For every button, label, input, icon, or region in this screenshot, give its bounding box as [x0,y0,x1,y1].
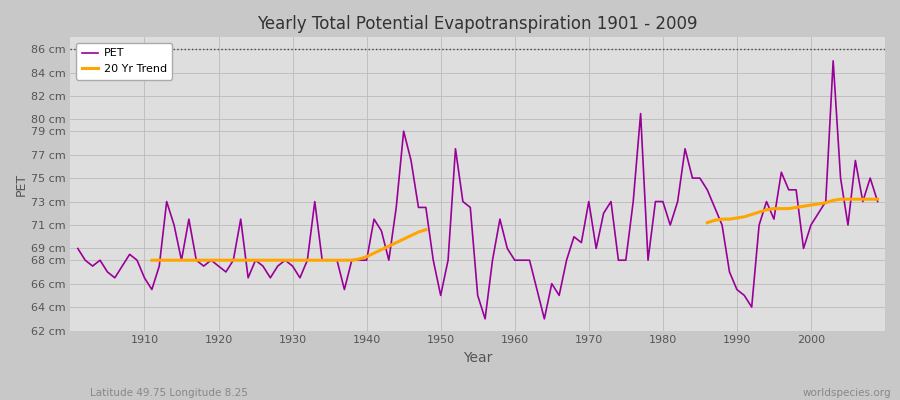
PET [606,199,616,204]
20 Yr Trend [265,258,275,263]
20 Yr Trend [191,258,202,263]
20 Yr Trend [302,258,313,263]
20 Yr Trend [154,258,165,263]
20 Yr Trend [310,258,320,263]
20 Yr Trend [198,258,209,263]
20 Yr Trend [257,258,268,263]
20 Yr Trend [391,240,401,245]
PET [480,316,491,321]
20 Yr Trend [383,244,394,248]
PET [131,258,142,263]
20 Yr Trend [176,258,187,263]
20 Yr Trend [168,258,179,263]
20 Yr Trend [184,258,194,263]
20 Yr Trend [420,227,431,232]
PET [339,287,350,292]
20 Yr Trend [273,258,284,263]
20 Yr Trend [324,258,335,263]
Line: 20 Yr Trend: 20 Yr Trend [152,230,426,260]
20 Yr Trend [280,258,291,263]
20 Yr Trend [250,258,261,263]
20 Yr Trend [161,258,172,263]
20 Yr Trend [147,258,158,263]
20 Yr Trend [243,258,254,263]
20 Yr Trend [213,258,224,263]
20 Yr Trend [331,258,342,263]
Line: PET: PET [77,61,878,319]
20 Yr Trend [206,258,217,263]
Legend: PET, 20 Yr Trend: PET, 20 Yr Trend [76,43,173,80]
Y-axis label: PET: PET [15,172,28,196]
PET [517,258,527,263]
PET [72,246,83,251]
PET [509,258,520,263]
PET [294,275,305,280]
PET [872,199,883,204]
20 Yr Trend [235,258,246,263]
20 Yr Trend [406,233,417,238]
20 Yr Trend [398,237,409,242]
20 Yr Trend [220,258,231,263]
20 Yr Trend [228,258,238,263]
Text: worldspecies.org: worldspecies.org [803,388,891,398]
20 Yr Trend [287,258,298,263]
20 Yr Trend [376,247,387,252]
20 Yr Trend [317,258,328,263]
20 Yr Trend [413,230,424,234]
PET [828,58,839,63]
Text: Latitude 49.75 Longitude 8.25: Latitude 49.75 Longitude 8.25 [90,388,248,398]
20 Yr Trend [354,257,364,262]
Title: Yearly Total Potential Evapotranspiration 1901 - 2009: Yearly Total Potential Evapotranspiratio… [257,15,698,33]
20 Yr Trend [361,254,372,259]
X-axis label: Year: Year [463,351,492,365]
20 Yr Trend [339,258,350,263]
20 Yr Trend [294,258,305,263]
20 Yr Trend [369,251,380,256]
20 Yr Trend [346,258,357,263]
